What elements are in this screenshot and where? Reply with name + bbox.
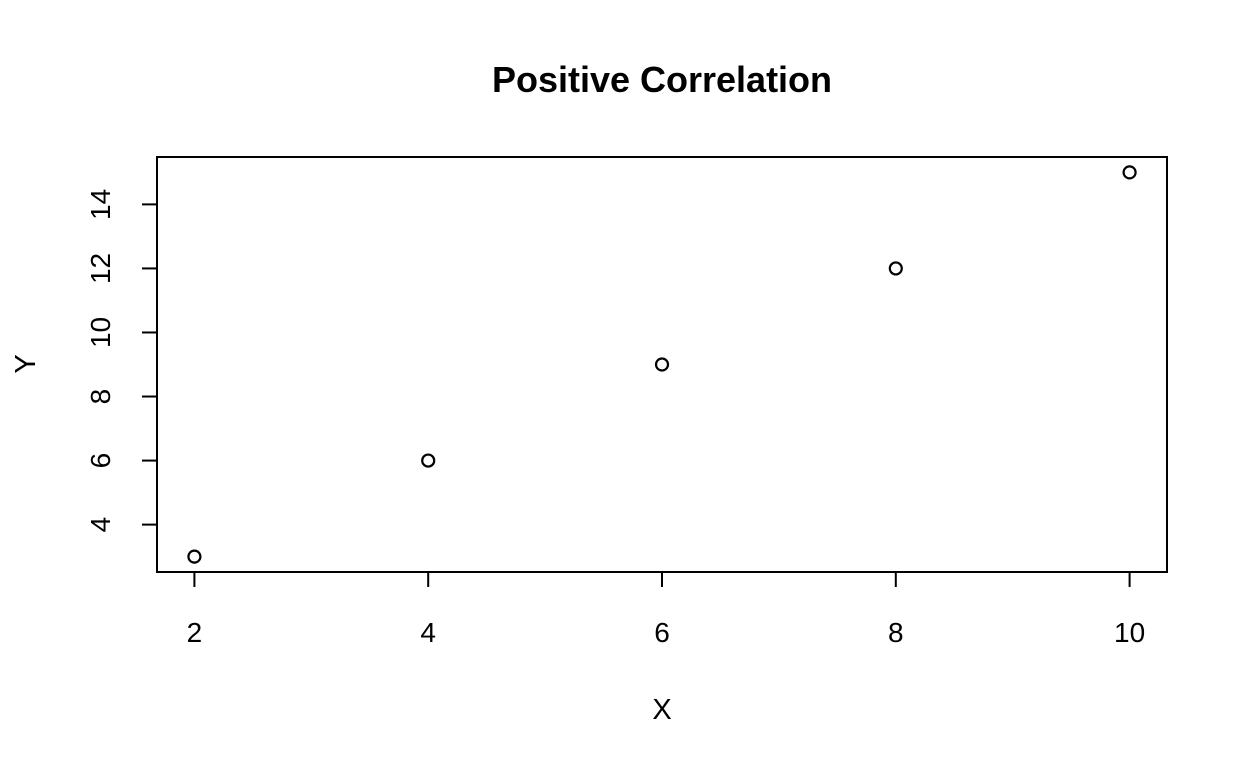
x-tick-label: 2	[187, 617, 203, 648]
plot-area	[156, 156, 1168, 573]
chart-title: Positive Correlation	[492, 59, 832, 100]
y-tick-label: 8	[85, 389, 116, 405]
data-point	[888, 261, 903, 276]
x-tick-label: 4	[420, 617, 436, 648]
data-point	[421, 453, 436, 468]
data-point	[187, 549, 202, 564]
data-point	[654, 357, 670, 372]
x-tick-label: 8	[888, 617, 904, 648]
y-axis-label: Y	[10, 354, 42, 373]
data-point	[1122, 165, 1137, 180]
x-tick-label: 6	[654, 617, 670, 648]
x-axis-label: X	[652, 694, 671, 726]
y-tick-label: 4	[85, 517, 116, 533]
y-tick-label: 6	[85, 453, 116, 469]
y-axis: 4 6 8 10 12 14	[85, 189, 158, 533]
x-axis: 2 4 6 8 10	[187, 571, 1145, 648]
y-tick-label: 14	[85, 189, 116, 220]
data-points	[187, 165, 1137, 564]
x-tick-label: 10	[1114, 617, 1145, 648]
y-tick-label: 10	[85, 317, 116, 348]
y-tick-label: 12	[85, 253, 116, 284]
